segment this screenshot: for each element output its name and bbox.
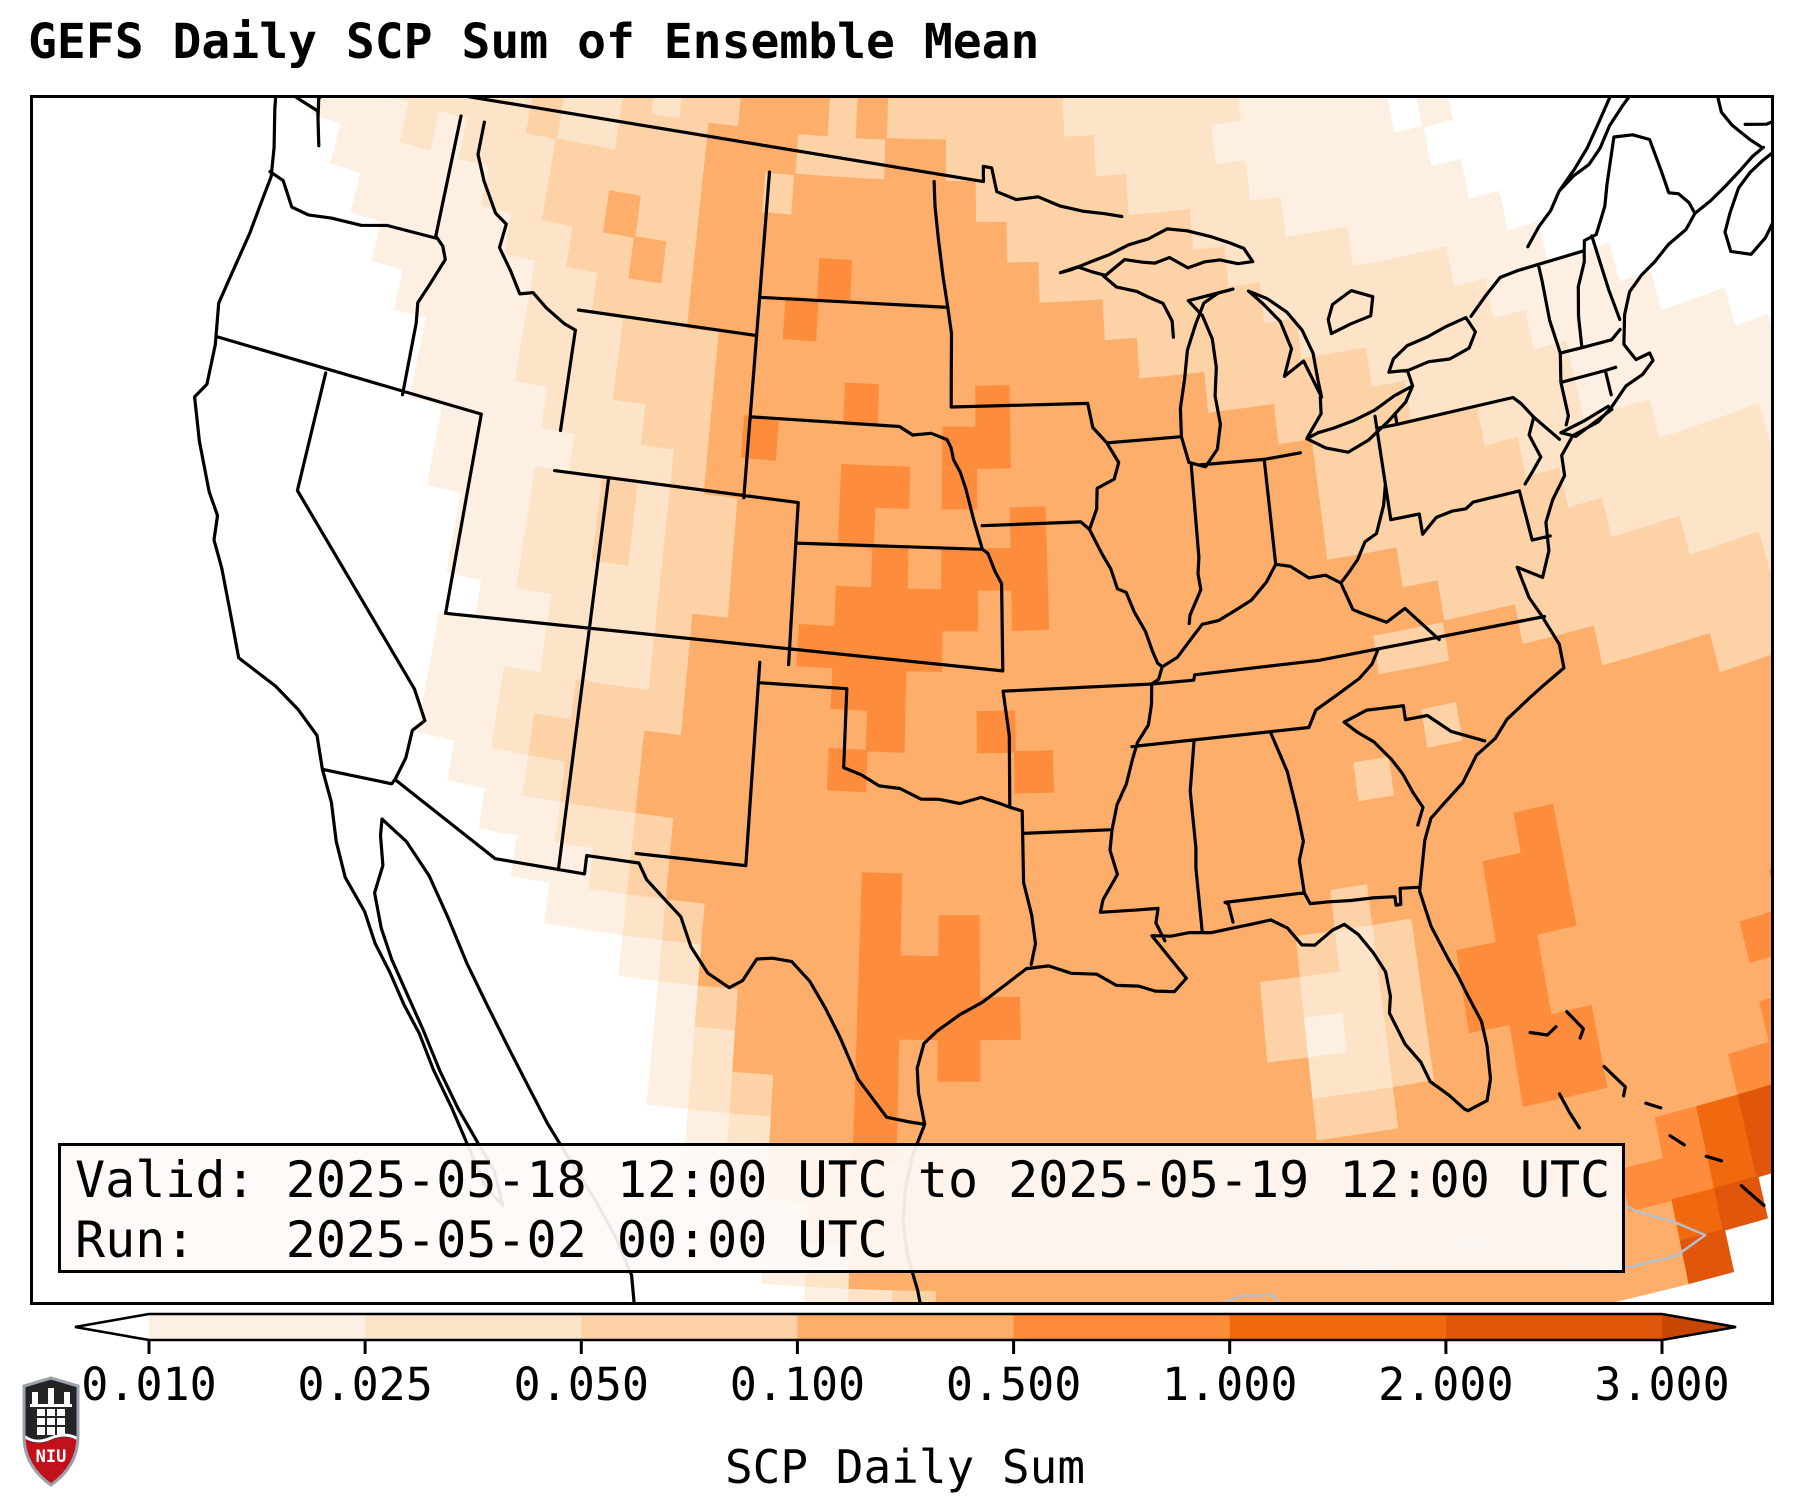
valid-run-info-box: Valid: 2025-05-18 12:00 UTC to 2025-05-1… — [58, 1143, 1625, 1273]
colorbar-tick-label: 3.000 — [1594, 1358, 1730, 1411]
colorbar-tick-label: 2.000 — [1378, 1358, 1514, 1411]
scp-heatmap-map — [193, 98, 1771, 1302]
niu-castle-windows — [37, 1409, 65, 1435]
colorbar-bin-4 — [1013, 1314, 1231, 1340]
colorbar-tick-label: 0.050 — [513, 1358, 650, 1411]
heatmap-cells-level-2 — [394, 98, 1771, 1302]
heatmap-cells-level-3 — [525, 98, 1771, 1302]
heatmap-cells-level-1 — [311, 98, 1771, 1302]
niu-shield-border — [22, 1376, 80, 1487]
valid-time-text: Valid: 2025-05-18 12:00 UTC to 2025-05-1… — [75, 1151, 1611, 1209]
colorbar-tick-label: 0.025 — [297, 1358, 433, 1411]
colorbar-tick-label: 0.010 — [81, 1358, 217, 1411]
colorbar-over-arrow — [1662, 1314, 1736, 1340]
colorbar-tick-label: 0.100 — [729, 1358, 866, 1411]
colorbar-bin-2 — [581, 1314, 799, 1340]
heatmap-cells-level-4 — [603, 98, 1771, 1302]
colorbar-tick-label: 0.500 — [945, 1358, 1082, 1411]
niu-logo-text: NIU — [36, 1447, 67, 1467]
colorbar-tick-label: 1.000 — [1161, 1358, 1298, 1411]
heatmap-cells-level-6 — [1671, 1094, 1759, 1243]
heatmap-cells-level-7 — [1679, 1084, 1771, 1285]
colorbar-under-arrow — [75, 1314, 149, 1340]
niu-swoosh — [23, 1433, 79, 1443]
colorbar-bin-1 — [365, 1314, 583, 1340]
colorbar-bin-0 — [149, 1314, 366, 1340]
heatmap-cells-level-5 — [740, 258, 1771, 1212]
niu-logo: NIU — [22, 1376, 80, 1487]
run-time-text: Run: 2025-05-02 00:00 UTC — [75, 1211, 888, 1269]
colorbar-bin-5 — [1229, 1314, 1447, 1340]
niu-castle-icon — [30, 1388, 72, 1435]
page-title: GEFS Daily SCP Sum of Ensemble Mean — [28, 14, 1040, 70]
colorbar-bin-6 — [1445, 1314, 1663, 1340]
colorbar-bin-3 — [797, 1314, 1015, 1340]
colorbar-axis-label: SCP Daily Sum — [724, 1440, 1086, 1494]
map-canvas — [30, 95, 1774, 1305]
coastline-and-state-borders — [193, 98, 1771, 1302]
colorbar — [74, 1312, 1737, 1354]
